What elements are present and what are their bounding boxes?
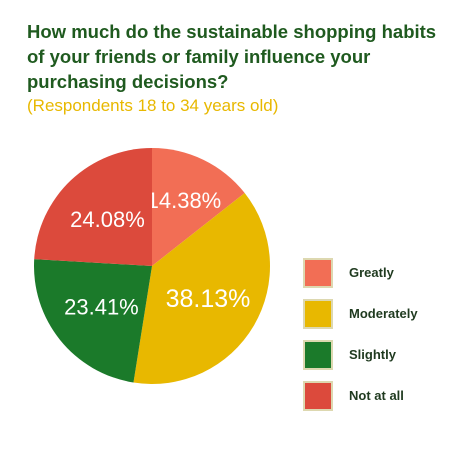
pie-slice-label: 23.41% [64,295,139,320]
legend-item-slightly: Slightly [303,340,460,370]
legend-item-not-at-all: Not at all [303,381,460,411]
pie-slice-label: 24.08% [70,207,145,232]
pie-slice-slightly [33,259,152,383]
pie-slice-not-at-all [34,148,152,266]
legend-label: Greatly [349,265,394,280]
legend-swatch [303,381,333,411]
legend-item-greatly: Greatly [303,258,460,288]
chart-title-line: How much do the sustainable shopping hab… [27,21,437,42]
legend-swatch [303,340,333,370]
pie-slice-label: 14.38% [147,188,222,213]
legend-swatch [303,299,333,329]
chart-title-line: of your friends or family influence your [27,46,371,67]
pie-slice-label: 38.13% [166,285,251,313]
chart-subtitle: (Respondents 18 to 34 years old) [27,96,279,115]
legend-item-moderately: Moderately [303,299,460,329]
legend-swatch [303,258,333,288]
pie-slice-greatly [152,148,245,266]
pie-slice-moderately [133,192,271,385]
legend-label: Moderately [349,306,418,321]
legend-label: Not at all [349,388,404,403]
legend-label: Slightly [349,347,396,362]
chart-title-line: purchasing decisions? [27,71,229,92]
chart-title: How much do the sustainable shopping hab… [27,19,447,94]
